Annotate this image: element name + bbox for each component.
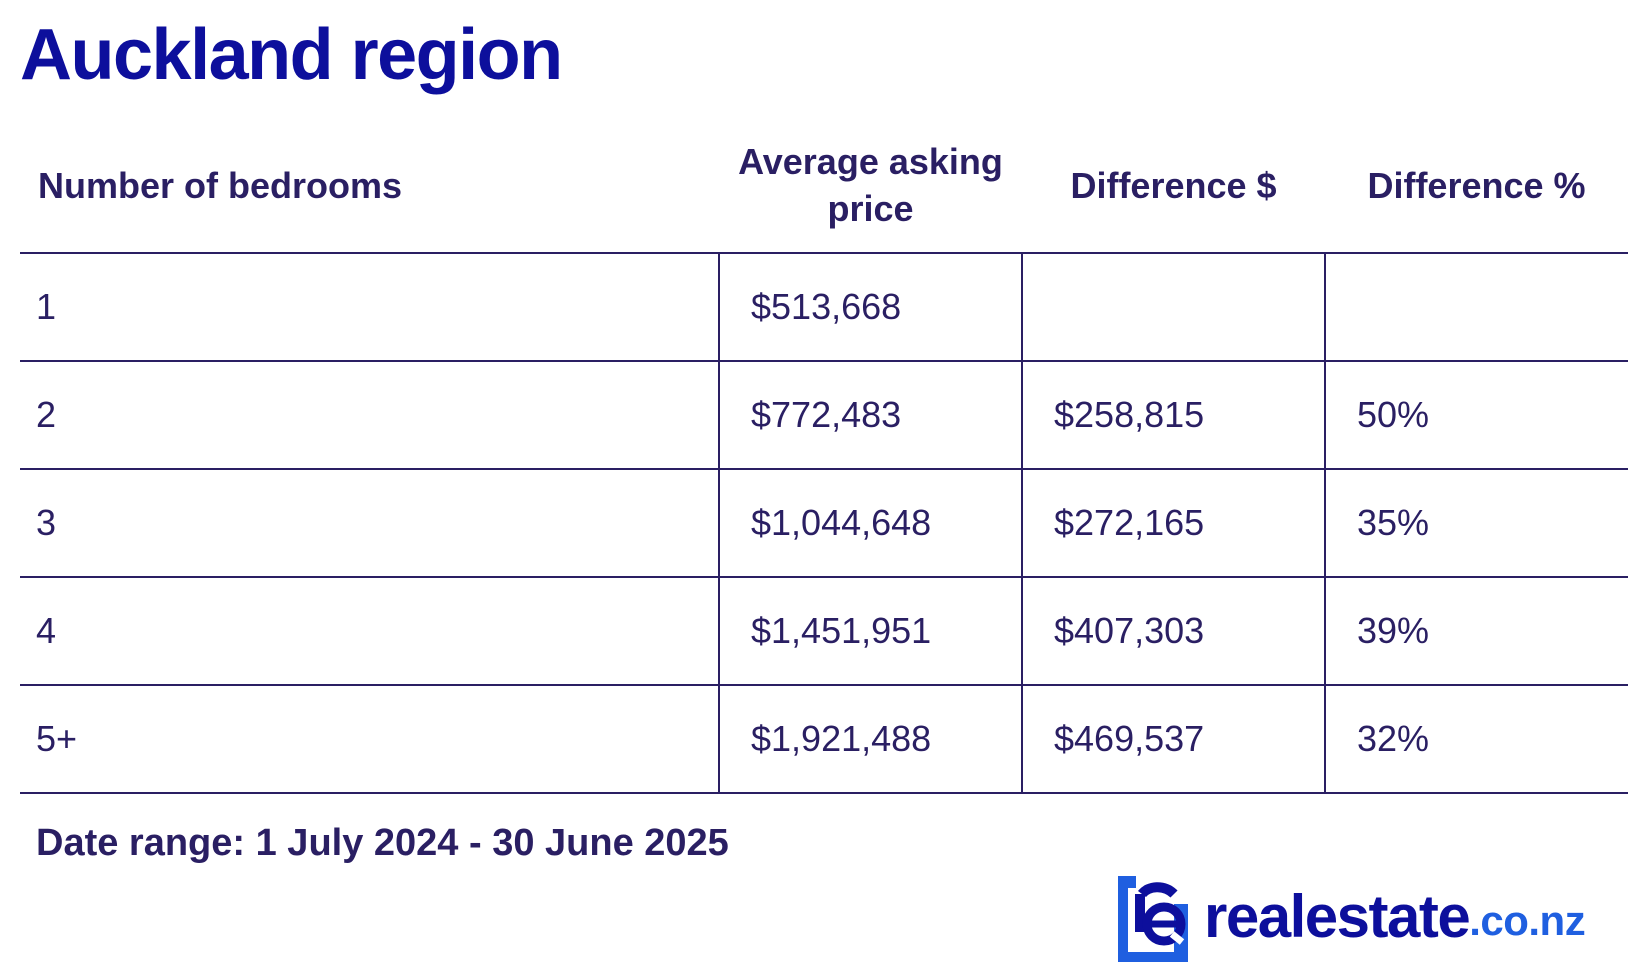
table-row: 5+ $1,921,488 $469,537 32% <box>20 685 1628 794</box>
column-header-bedrooms: Number of bedrooms <box>20 120 719 254</box>
difference-dollars-cell <box>1021 253 1325 362</box>
table-row: 1 $513,668 <box>20 253 1628 362</box>
date-range-note: Date range: 1 July 2024 - 30 June 2025 <box>36 822 729 864</box>
header-row: Number of bedrooms Average asking price … <box>20 120 1628 254</box>
difference-dollars-cell: $407,303 <box>1021 577 1325 686</box>
average-asking-price-cell: $513,668 <box>718 253 1022 362</box>
bedrooms-cell: 2 <box>20 361 719 470</box>
bedrooms-cell: 1 <box>20 253 719 362</box>
difference-dollars-cell: $469,537 <box>1021 685 1325 794</box>
table-row: 2 $772,483 $258,815 50% <box>20 361 1628 470</box>
column-header-difference-dollars: Difference $ <box>1022 120 1325 254</box>
bedrooms-cell: 3 <box>20 469 719 578</box>
price-table: Number of bedrooms Average asking price … <box>20 120 1628 794</box>
column-header-average-asking-price: Average asking price <box>719 120 1022 254</box>
brand-name: realestate <box>1204 883 1471 950</box>
difference-dollars-cell: $272,165 <box>1021 469 1325 578</box>
difference-percent-cell: 50% <box>1324 361 1628 470</box>
difference-percent-cell: 39% <box>1324 577 1628 686</box>
bedrooms-cell: 5+ <box>20 685 719 794</box>
page-title: Auckland region <box>20 15 563 95</box>
table-row: 3 $1,044,648 $272,165 35% <box>20 469 1628 578</box>
column-header-difference-percent: Difference % <box>1325 120 1628 254</box>
average-asking-price-cell: $1,921,488 <box>718 685 1022 794</box>
bedrooms-cell: 4 <box>20 577 719 686</box>
table-row: 4 $1,451,951 $407,303 39% <box>20 577 1628 686</box>
average-asking-price-cell: $772,483 <box>718 361 1022 470</box>
difference-dollars-cell: $258,815 <box>1021 361 1325 470</box>
realestate-re-logo-icon <box>1118 876 1188 962</box>
difference-percent-cell <box>1324 253 1628 362</box>
brand-domain-suffix: .co.nz <box>1469 897 1586 944</box>
difference-percent-cell: 35% <box>1324 469 1628 578</box>
brand-logo: realestate .co.nz <box>1112 872 1586 962</box>
average-asking-price-cell: $1,451,951 <box>718 577 1022 686</box>
average-asking-price-cell: $1,044,648 <box>718 469 1022 578</box>
difference-percent-cell: 32% <box>1324 685 1628 794</box>
